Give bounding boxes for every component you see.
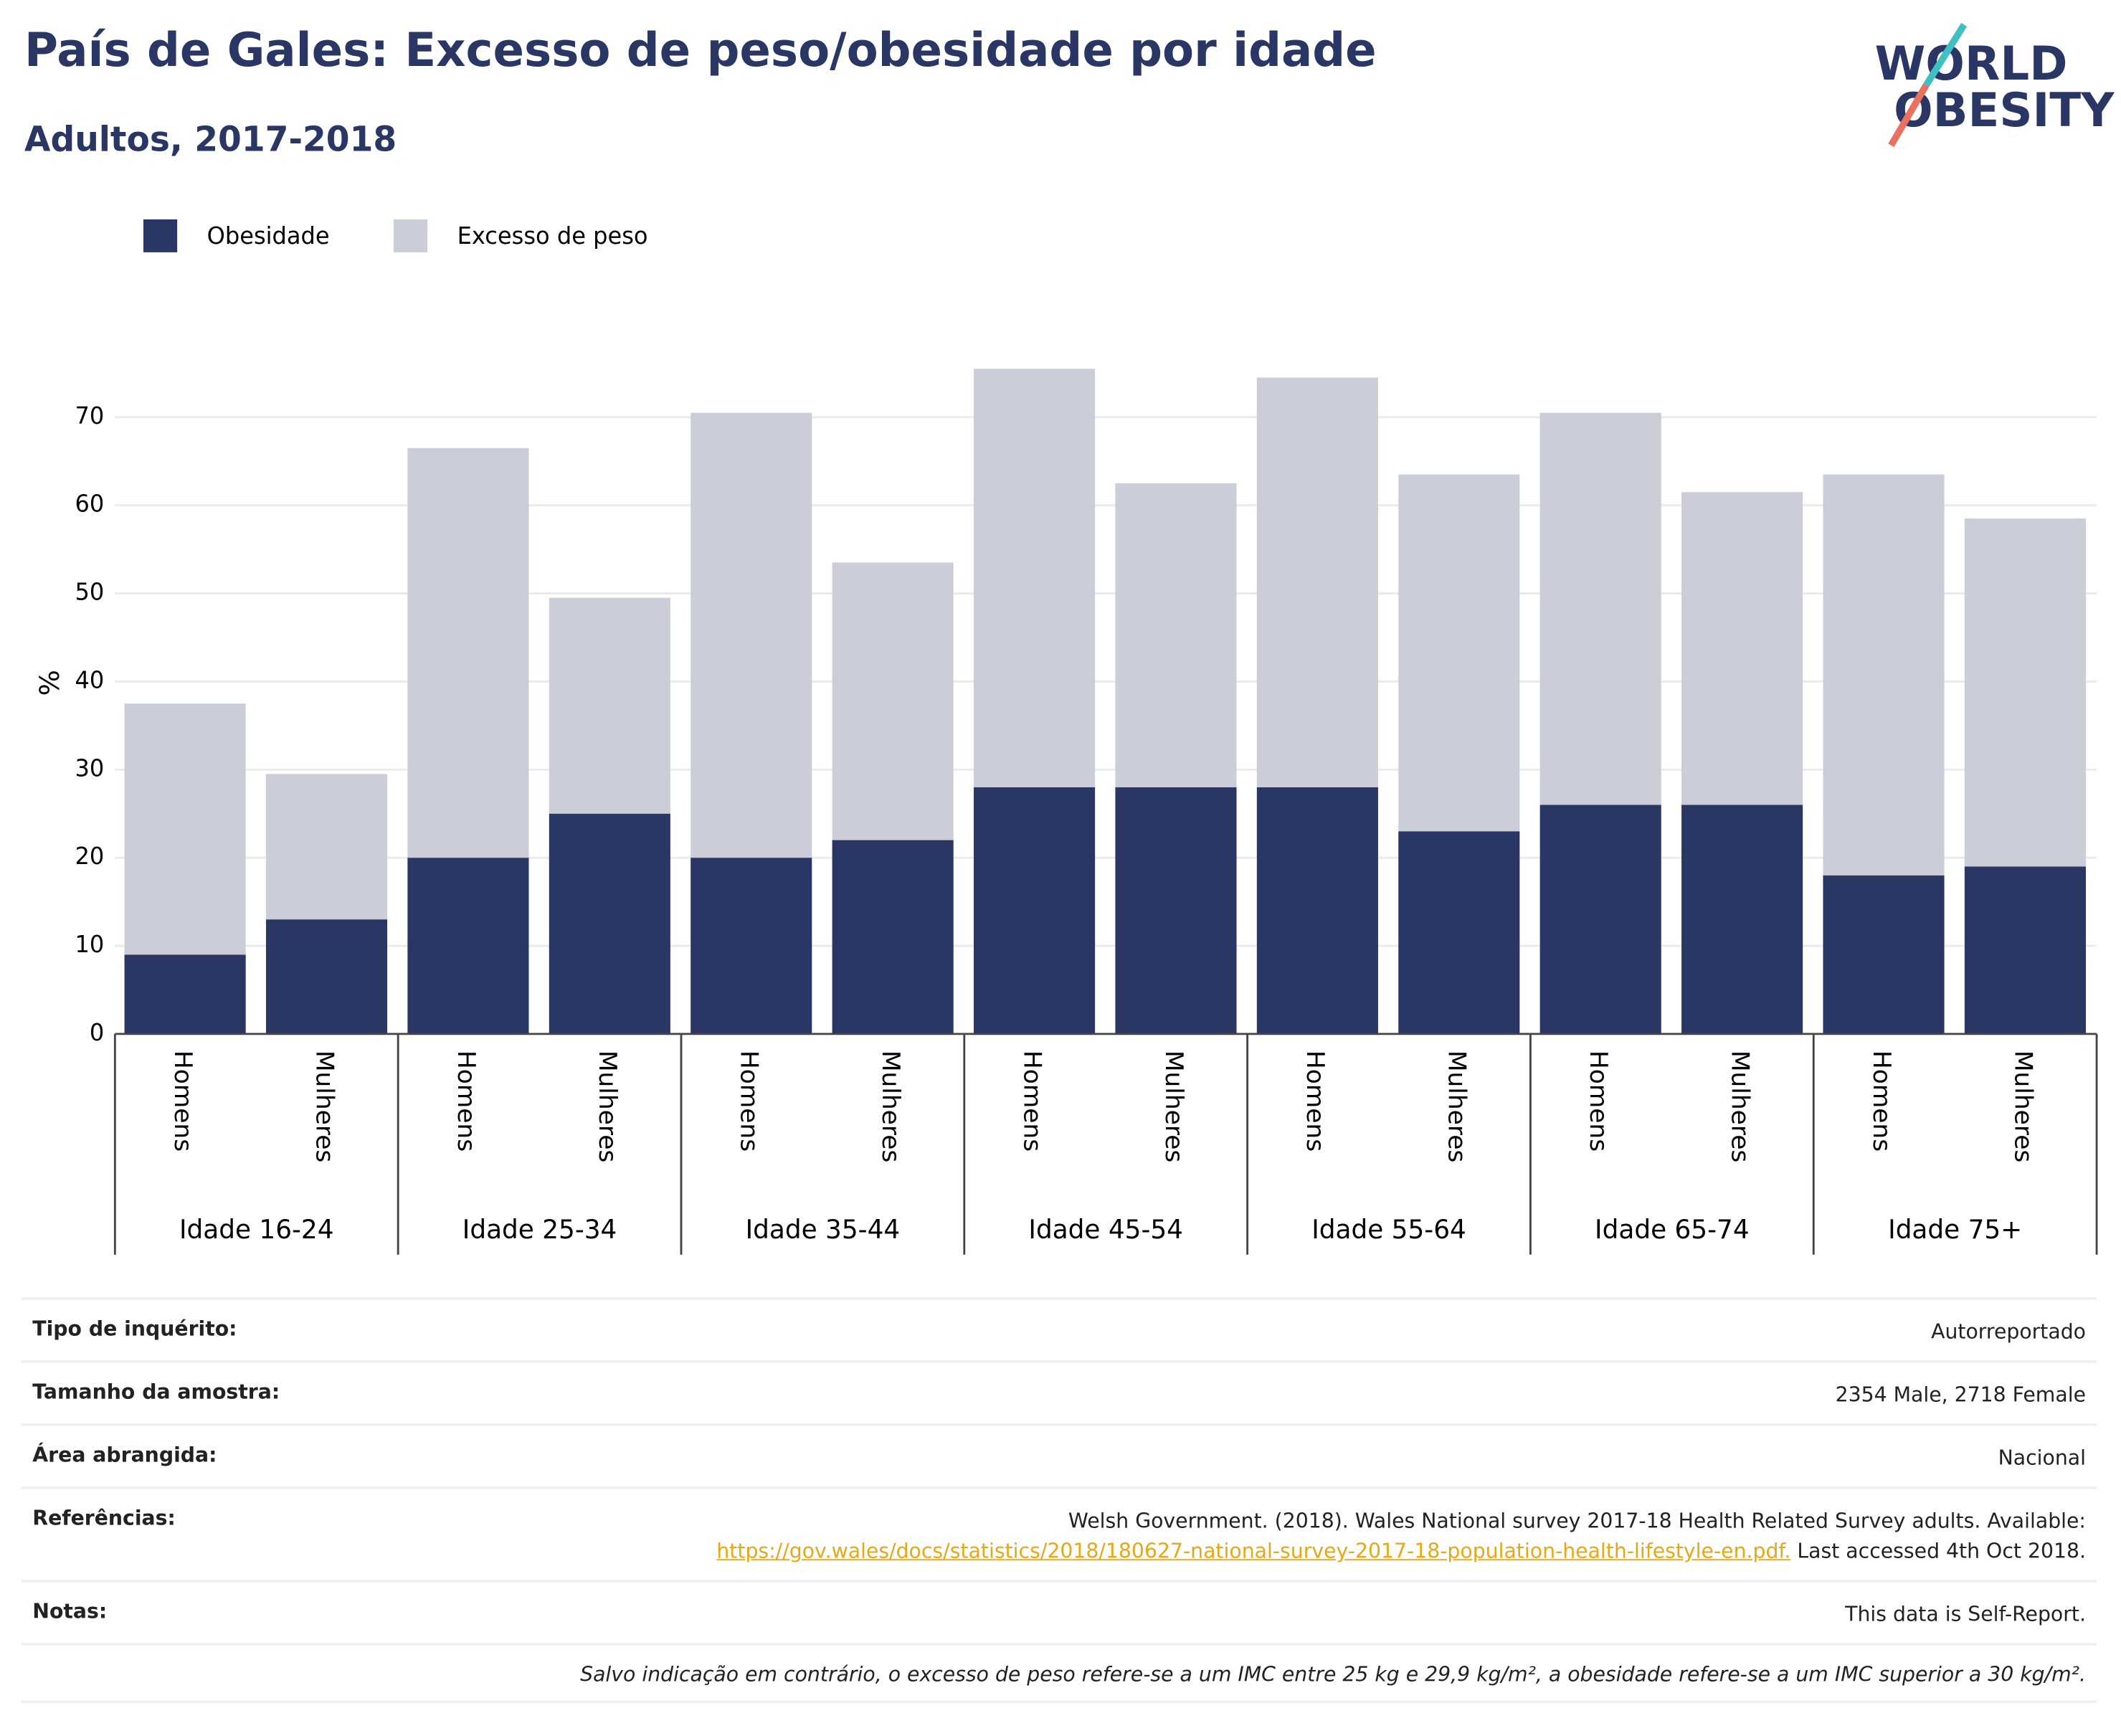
bar-segment (549, 597, 670, 814)
bar-segment (1681, 492, 1803, 805)
legend-swatch (393, 219, 428, 252)
x-tick-label: Homens (1584, 1050, 1613, 1152)
footnote: Salvo indicação em contrário, o excesso … (22, 1642, 2097, 1704)
info-value: This data is Self-Report. (1845, 1601, 2086, 1626)
y-tick-label: 30 (75, 754, 104, 782)
bar-segment (124, 703, 246, 955)
group-label: Idade 65-74 (1595, 1215, 1750, 1245)
info-table: Tipo de inquérito: Autorreportado Tamanho … (22, 1297, 2097, 1704)
legend-label: Excesso de peso (457, 222, 648, 250)
legend-label: Obesidade (207, 222, 330, 250)
x-tick-label: Mulheres (1159, 1050, 1188, 1163)
bar-segment (974, 369, 1096, 787)
y-tick-label: 40 (75, 666, 104, 693)
y-tick-label: 60 (75, 490, 104, 518)
reference-text: Welsh Government. (2018). Wales National… (1068, 1508, 2086, 1533)
bar-segment (1398, 474, 1520, 832)
bar-segment (1256, 377, 1378, 787)
info-row: Notas: This data is Self-Report. (22, 1579, 2097, 1643)
y-tick-label: 70 (75, 402, 104, 430)
bar-segment (974, 787, 1096, 1034)
bar-segment (1539, 412, 1661, 805)
bar-segment (1398, 831, 1520, 1034)
bar-segment (1823, 474, 1945, 876)
x-tick-label: Homens (1017, 1050, 1046, 1152)
bar-segment (407, 447, 529, 858)
bar-segment (832, 840, 954, 1034)
logo-slash-teal (1923, 22, 1968, 87)
bar-segment (1539, 805, 1661, 1034)
chart-subtitle: Adultos, 2017-2018 (24, 120, 397, 159)
x-tick-label: Mulheres (593, 1050, 622, 1163)
bar-segment (832, 562, 954, 840)
info-row: Referências: Welsh Government. (2018). Wa… (22, 1486, 2097, 1580)
bar-segment (1823, 875, 1945, 1034)
info-row: Tamanho da amostra: 2354 Male, 2718 Femal… (22, 1360, 2097, 1423)
bar-segment (265, 919, 388, 1034)
bar-segment (407, 858, 529, 1034)
x-tick-label: Homens (452, 1050, 480, 1152)
y-tick-label: 0 (90, 1019, 104, 1046)
y-tick-label: 10 (75, 931, 104, 958)
x-tick-label: Homens (735, 1050, 764, 1152)
logo-slash-red (1888, 83, 1930, 148)
bar-segment (1256, 787, 1378, 1034)
bar-segment (1964, 518, 2086, 867)
info-value: Welsh Government. (2018). Wales National… (716, 1506, 2086, 1566)
bar-segment (1115, 787, 1237, 1034)
chart: País de Gales: Excesso de peso/obesidade… (24, 22, 2115, 1255)
x-tick-label: Homens (169, 1050, 197, 1152)
x-tick-label: Mulheres (1443, 1050, 1471, 1163)
bar-segment (1115, 483, 1237, 787)
info-label: Área abrangida: (32, 1442, 217, 1468)
group-label: Idade 25-34 (462, 1215, 617, 1245)
y-axis-label: % (34, 670, 65, 696)
bar-segment (549, 813, 670, 1034)
logo-line1: WORLD (1875, 37, 2068, 92)
group-label: Idade 16-24 (179, 1215, 334, 1245)
group-label: Idade 45-54 (1028, 1215, 1183, 1245)
info-label: Notas: (32, 1598, 108, 1624)
reference-after: Last accessed 4th Oct 2018. (1797, 1538, 2086, 1564)
x-tick-label: Mulheres (876, 1050, 905, 1163)
info-label: Tamanho da amostra: (32, 1379, 280, 1405)
logo-line2: OBESITY (1894, 84, 2115, 138)
group-label: Idade 75+ (1888, 1215, 2022, 1245)
bar-segment (1964, 866, 2086, 1034)
info-row: Tipo de inquérito: Autorreportado (22, 1297, 2097, 1360)
x-tick-label: Mulheres (2008, 1050, 2037, 1163)
x-tick-label: Homens (1301, 1050, 1329, 1152)
bar-segment (691, 858, 812, 1034)
group-label: Idade 35-44 (746, 1215, 901, 1245)
bar-segment (124, 954, 246, 1034)
info-value: Nacional (1998, 1445, 2086, 1470)
bar-segment (265, 774, 388, 920)
reference-link[interactable]: https://gov.wales/docs/statistics/2018/1… (716, 1538, 1791, 1564)
info-value: Autorreportado (1931, 1319, 2086, 1344)
x-tick-label: Mulheres (310, 1050, 338, 1163)
bar-segment (691, 412, 812, 858)
info-label: Tipo de inquérito: (32, 1316, 237, 1342)
group-label: Idade 55-64 (1311, 1215, 1466, 1245)
y-tick-label: 50 (75, 578, 104, 605)
info-row: Área abrangida: Nacional (22, 1423, 2097, 1486)
x-tick-label: Mulheres (1726, 1050, 1755, 1163)
x-tick-label: Homens (1867, 1050, 1896, 1152)
info-label: Referências: (32, 1505, 176, 1531)
y-tick-label: 20 (75, 843, 104, 870)
chart-title: País de Gales: Excesso de peso/obesidade… (24, 23, 1377, 77)
legend-swatch (143, 219, 178, 252)
bar-segment (1681, 805, 1803, 1034)
info-value: 2354 Male, 2718 Female (1835, 1382, 2086, 1408)
